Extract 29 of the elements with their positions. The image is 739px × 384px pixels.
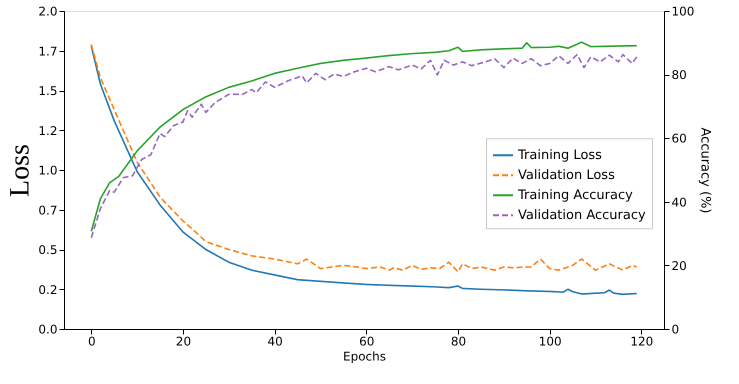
y-tick-label: 0.5 xyxy=(38,243,58,257)
y-tick-label: 1.2 xyxy=(38,124,58,138)
x-tick-label: 20 xyxy=(176,334,192,348)
y-tick-label: 1.0 xyxy=(38,164,58,178)
y2-tick-label: 0 xyxy=(672,322,680,336)
x-tick-label: 60 xyxy=(359,334,374,348)
y-tick-label: 0.2 xyxy=(38,282,58,297)
x-tick-label: 120 xyxy=(630,334,654,348)
x-axis-title: Epochs xyxy=(343,350,386,364)
x-tick-label: 0 xyxy=(88,334,96,348)
y-tick-label: 0.0 xyxy=(38,322,58,336)
y2-axis-title: Accuracy (%) xyxy=(697,128,712,214)
y-tick-label: 2.0 xyxy=(38,4,58,18)
x-tick-label: 100 xyxy=(538,334,562,348)
y2-tick-label: 100 xyxy=(672,4,694,18)
y-axis-title: Loss xyxy=(4,144,36,197)
y2-tick-label: 80 xyxy=(672,68,687,82)
y2-tick-label: 20 xyxy=(672,258,687,273)
y2-tick-label: 60 xyxy=(672,132,687,146)
legend-label: Training Loss xyxy=(517,148,602,164)
y-tick-label: 1.5 xyxy=(38,84,58,98)
x-tick-label: 40 xyxy=(267,334,283,348)
legend-label: Training Accuracy xyxy=(517,188,634,204)
y-tick-label: 0.7 xyxy=(38,203,58,218)
legend-label: Validation Loss xyxy=(518,168,616,184)
legend-label: Validation Accuracy xyxy=(518,208,646,224)
y-tick-label: 1.7 xyxy=(38,44,58,58)
y2-tick-label: 40 xyxy=(672,195,687,210)
x-tick-label: 80 xyxy=(450,334,466,348)
